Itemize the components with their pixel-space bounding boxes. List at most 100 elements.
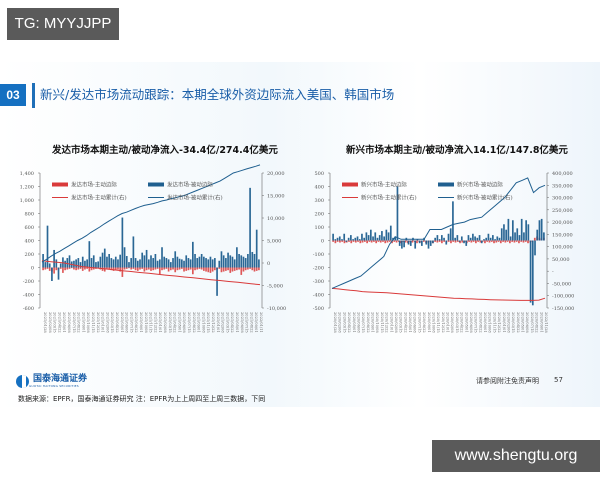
- active-bar: [42, 267, 44, 271]
- passive-bar: [383, 236, 385, 241]
- x-tick-label: 2020/02/08: [338, 312, 342, 333]
- active-bar: [139, 267, 141, 270]
- x-tick-label: 2020/10/08: [431, 312, 435, 333]
- active-bar: [247, 267, 249, 270]
- passive-bar: [227, 252, 229, 268]
- passive-bar: [403, 240, 405, 248]
- passive-bar: [64, 260, 66, 268]
- passive-bar: [472, 233, 474, 241]
- active-bar: [479, 240, 482, 243]
- passive-bar: [211, 259, 214, 268]
- legend-item: 发达市场-被动累计(右): [167, 194, 223, 202]
- active-bar: [368, 240, 371, 242]
- active-bar: [533, 237, 536, 241]
- passive-bar: [476, 237, 479, 241]
- x-tick-label: 2020/07/15: [530, 312, 534, 333]
- passive-bar: [463, 240, 465, 244]
- passive-bar: [185, 255, 188, 268]
- active-bar: [48, 267, 51, 271]
- active-bar: [497, 240, 500, 242]
- passive-bar: [121, 217, 124, 268]
- passive-bar: [543, 232, 545, 241]
- passive-bar: [347, 237, 350, 241]
- passive-bar: [485, 237, 488, 241]
- passive-bar: [145, 249, 148, 268]
- x-tick-label: 2020/05/01: [521, 312, 525, 333]
- passive-bar: [487, 233, 490, 241]
- active-bar: [55, 267, 58, 271]
- x-tick-label: 2020/02/08: [450, 312, 454, 333]
- passive-bar: [101, 252, 104, 268]
- passive-bar: [178, 258, 181, 268]
- legend-item: 发达市场-主动边际: [71, 181, 117, 189]
- passive-bar: [496, 236, 499, 241]
- passive-bar: [123, 247, 126, 268]
- x-tick-label: 2020/12/22: [385, 312, 389, 333]
- active-bar: [211, 267, 214, 272]
- passive-bar: [200, 254, 203, 268]
- active-bar: [163, 267, 166, 270]
- active-bar: [477, 240, 480, 242]
- x-tick-label: 2021/10/08: [201, 312, 205, 333]
- active-bar: [395, 240, 398, 243]
- left-tick-label: 200: [314, 212, 324, 218]
- x-tick-label: 2020/11/15: [492, 312, 496, 333]
- passive-bar: [458, 240, 461, 242]
- passive-bar: [434, 237, 437, 241]
- active-bar: [46, 267, 49, 269]
- x-tick-label: 2021/04/22: [115, 312, 119, 333]
- left-tick-label: -400: [313, 293, 324, 299]
- legend-item: 发达市场-被动边际: [167, 181, 213, 189]
- slide-background: [0, 62, 600, 407]
- left-tick-label: 500: [314, 171, 324, 177]
- x-tick-label: 2020/08/22: [535, 312, 539, 333]
- active-bar: [106, 267, 108, 269]
- passive-bar: [258, 259, 260, 268]
- legend-item: 新兴市场-主动累计(右): [361, 194, 417, 202]
- passive-bar: [84, 260, 86, 268]
- x-tick-label: 2021/12/22: [211, 312, 215, 333]
- passive-bar: [236, 247, 238, 268]
- passive-bar: [225, 258, 227, 268]
- passive-bar: [381, 231, 383, 241]
- left-tick-label: 800: [24, 212, 34, 218]
- chart-developed-market: 1,400 1,200 1,000 800 600 400 200 0 -200 -400 -600…: [20, 164, 286, 333]
- passive-bar: [492, 235, 494, 241]
- active-bar: [178, 267, 181, 270]
- active-bar: [174, 267, 177, 273]
- active-bar: [64, 267, 66, 271]
- x-tick-label: 2021/09/01: [139, 312, 143, 333]
- x-tick-label: 2021/05/01: [235, 312, 239, 333]
- passive-bar: [358, 239, 361, 241]
- passive-bar: [216, 267, 218, 296]
- passive-bar: [240, 255, 243, 268]
- active-bar: [81, 267, 84, 271]
- active-bar: [253, 267, 256, 272]
- passive-bar: [372, 236, 374, 241]
- passive-bar: [332, 233, 334, 241]
- passive-bar: [350, 235, 352, 241]
- legend-item: 发达市场-主动累计(右): [71, 194, 127, 202]
- passive-bar: [180, 259, 183, 268]
- active-bar: [486, 240, 489, 242]
- active-bar: [377, 240, 380, 242]
- legend-item: 新兴市场-主动边际: [361, 181, 407, 189]
- passive-bar: [414, 240, 417, 249]
- active-bar: [53, 267, 55, 274]
- active-bar: [373, 240, 375, 242]
- passive-bar: [136, 260, 139, 268]
- x-tick-label: 2020/06/08: [413, 312, 417, 333]
- x-tick-label: 2021/03/15: [110, 312, 114, 333]
- active-bar: [454, 240, 457, 243]
- active-bar: [222, 267, 225, 272]
- x-tick-label: 2021/10/08: [144, 312, 148, 333]
- active-bar: [484, 240, 486, 244]
- x-tick-label: 2021/01/01: [216, 312, 220, 333]
- disclaimer-link[interactable]: 请参阅附注免责声明: [476, 377, 539, 385]
- passive-bar: [88, 241, 91, 268]
- right-tick-label: 300,000: [552, 196, 573, 202]
- x-tick-label: 2021/08/22: [192, 312, 196, 333]
- right-tick-label: 0: [267, 261, 270, 267]
- active-bar: [384, 240, 387, 244]
- passive-bar: [59, 263, 62, 268]
